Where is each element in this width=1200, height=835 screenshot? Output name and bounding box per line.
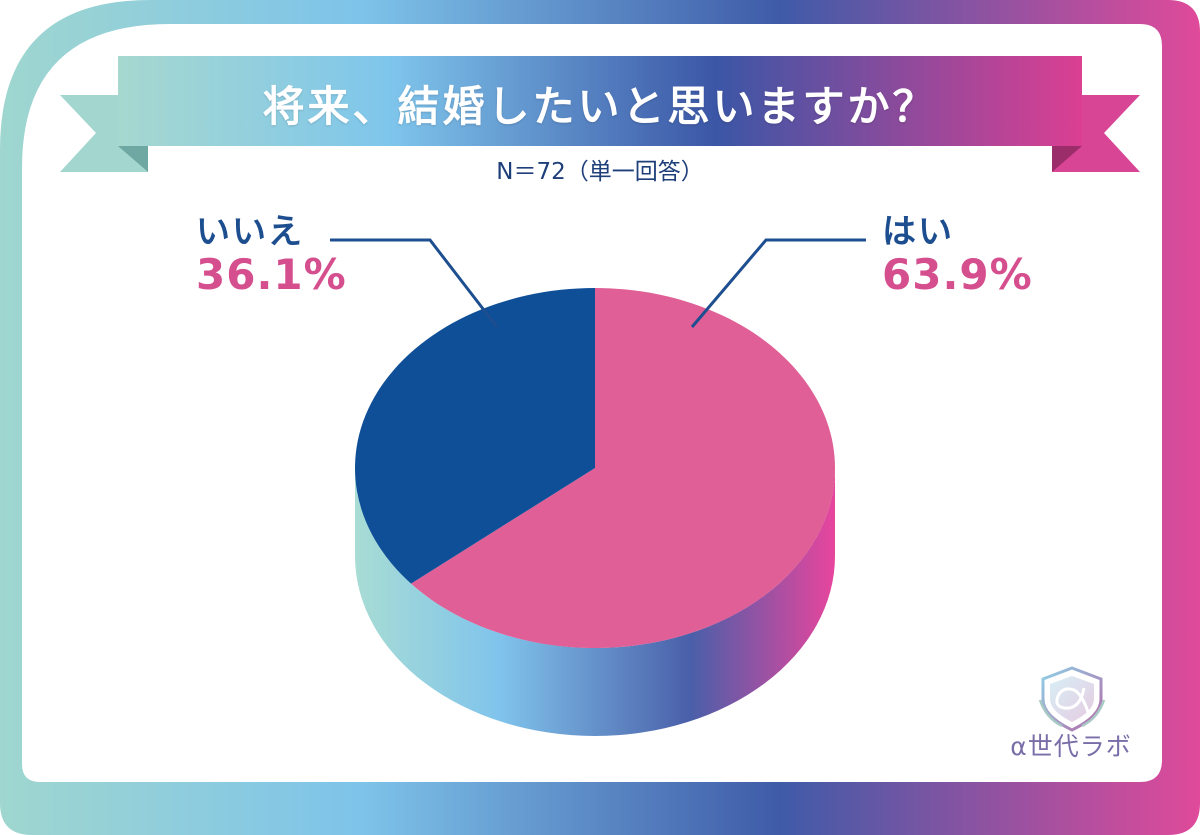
category-label-no: いいえ <box>196 212 304 252</box>
pie-chart <box>355 288 836 736</box>
chart-title: 将来、結婚したいと思いますか？ <box>262 81 938 131</box>
pie-slice-yes <box>411 288 836 649</box>
ribbon-left-fold <box>118 146 148 172</box>
ribbon-right-fold <box>1052 146 1082 172</box>
pie-slice-no <box>355 288 595 584</box>
leader-line-yes <box>690 238 866 328</box>
percent-label-no: 36.1% <box>196 250 347 299</box>
alpha-shield-logo <box>1038 666 1106 732</box>
percent-label-yes: 63.9% <box>882 250 1033 299</box>
pie-side <box>355 468 835 736</box>
chart-subtitle: N＝72（単一回答） <box>496 159 704 185</box>
leader-line-no <box>330 238 499 328</box>
category-label-yes: はい <box>882 212 954 252</box>
logo-text: α世代ラボ <box>1010 732 1132 761</box>
ribbon-band <box>118 56 1082 146</box>
